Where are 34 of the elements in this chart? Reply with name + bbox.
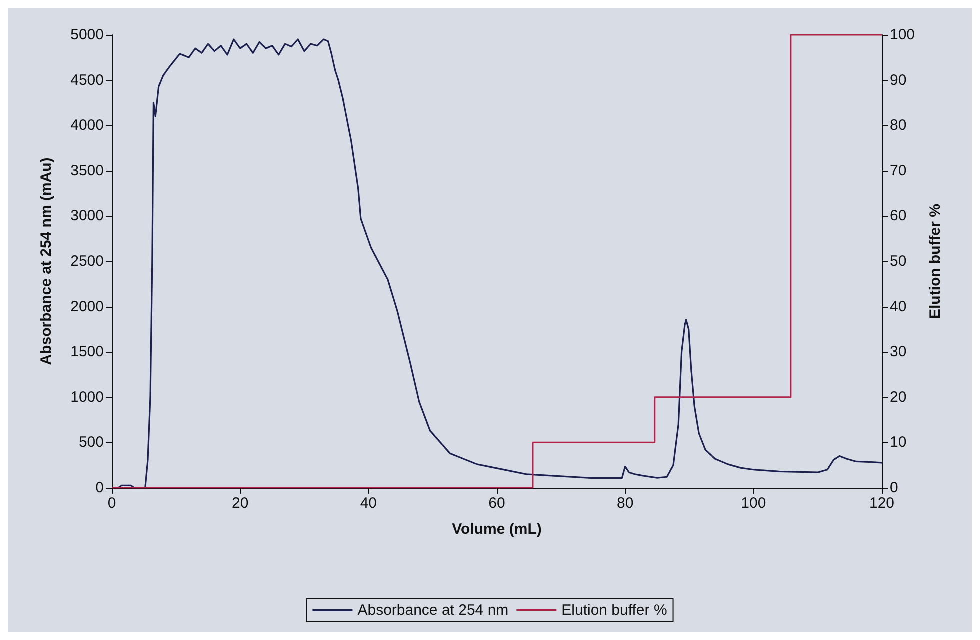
x-axis-title: Volume (mL)	[452, 521, 542, 538]
y-tick-label: 2500	[70, 253, 104, 270]
y2-tick-label: 0	[890, 480, 898, 496]
x-tick-label: 0	[108, 495, 116, 512]
y-tick-label: 4000	[70, 117, 104, 134]
y2-tick-label: 100	[890, 26, 916, 44]
y2-tick-label: 30	[890, 344, 907, 361]
legend-label: Absorbance at 254 nm	[358, 602, 509, 619]
y-tick-label: 1500	[70, 344, 104, 361]
y-tick-label: 4500	[70, 72, 104, 89]
y-tick-label: 500	[78, 434, 104, 452]
x-tick-label: 60	[488, 495, 506, 512]
y2-tick-label: 10	[890, 434, 907, 452]
y-axis-title: Absorbance at 254 nm (mAu)	[38, 158, 55, 366]
y2-tick-label: 60	[890, 208, 907, 225]
x-tick-label: 40	[360, 495, 378, 512]
legend-label: Elution buffer %	[562, 602, 668, 619]
y-tick-label: 0	[96, 480, 104, 496]
x-tick-label: 120	[869, 495, 895, 512]
y-tick-label: 5000	[70, 26, 104, 44]
x-tick-label: 100	[741, 495, 766, 512]
y2-tick-label: 80	[890, 117, 907, 134]
y-tick-label: 1000	[70, 388, 104, 406]
y2-tick-label: 50	[890, 253, 907, 270]
y-tick-label: 3000	[70, 208, 104, 225]
y-tick-label: 3500	[70, 162, 104, 180]
y2-axis-title: Elution buffer %	[927, 204, 944, 319]
x-tick-label: 80	[616, 495, 634, 512]
y-tick-label: 2000	[70, 298, 104, 316]
y2-tick-label: 90	[890, 72, 907, 89]
y2-tick-label: 70	[890, 162, 907, 180]
y2-tick-label: 20	[890, 388, 907, 406]
x-tick-label: 20	[232, 495, 249, 512]
y2-tick-label: 40	[890, 298, 907, 316]
